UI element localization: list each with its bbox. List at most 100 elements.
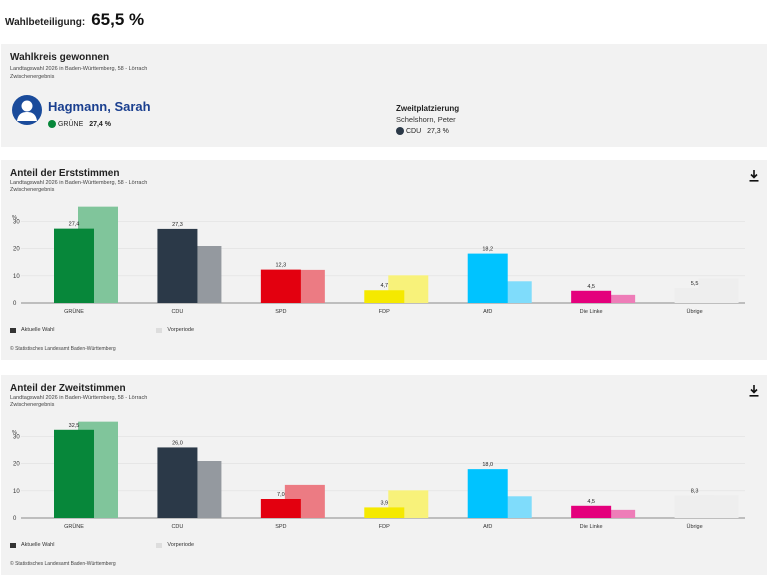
x-tick-label: SPD <box>275 524 286 530</box>
zweitstimmen-panel: Anteil der Zweitstimmen Landtagswahl 202… <box>1 375 767 575</box>
x-tick-label: Übrige <box>686 523 702 530</box>
x-tick-label: AfD <box>483 524 492 530</box>
chart-source: © Statistisches Landesamt Baden-Württemb… <box>10 561 116 567</box>
x-tick-label: FDP <box>379 524 390 530</box>
turnout-value: 65,5 % <box>91 10 145 29</box>
data-label: 8,3 <box>691 488 699 494</box>
bar-current <box>260 269 301 303</box>
erststimmen-panel: Anteil der Erststimmen Landtagswahl 2026… <box>1 160 767 360</box>
bar-current <box>54 429 94 518</box>
data-label: 4,7 <box>380 283 388 289</box>
y-axis-unit: % <box>12 430 17 436</box>
chart-title: Anteil der Erststimmen <box>10 168 120 179</box>
x-tick-label: GRÜNE <box>64 308 84 315</box>
y-tick-label: 10 <box>13 274 20 280</box>
y-tick-label: 30 <box>13 220 20 226</box>
chart-status: Zwischenergebnis <box>10 402 55 408</box>
second-place-party-value: 27,3 % <box>427 127 449 135</box>
winner-panel-status: Zwischenergebnis <box>10 74 55 80</box>
x-tick-label: Die Linke <box>580 524 603 530</box>
y-tick-label: 10 <box>13 489 20 495</box>
bar-current <box>157 228 198 303</box>
y-tick-label: 30 <box>13 435 20 441</box>
x-tick-label: Die Linke <box>580 309 603 315</box>
legend-previous-swatch <box>156 327 163 333</box>
y-tick-label: 20 <box>13 247 20 253</box>
chart-legend: Aktuelle Wahl Vorperiode <box>10 542 296 548</box>
erststimmen-chart: % 0 10 20 30 27,4 GRÜNE 27,3 CDU 12,3 SPD 4,7 FDP 18,… <box>12 206 745 315</box>
turnout: Wahlbeteiligung: 65,5 % <box>5 10 144 30</box>
legend-current: Aktuelle Wahl <box>10 542 54 548</box>
winner-panel: Wahlkreis gewonnen Landtagswahl 2026 in … <box>1 44 767 147</box>
legend-previous-label: Vorperiode <box>167 327 195 333</box>
winner-party-name: GRÜNE <box>57 120 84 128</box>
winner-party: GRÜNE 27,4 % <box>48 120 111 128</box>
data-label: 18,0 <box>482 462 493 468</box>
x-tick-label: CDU <box>171 524 183 530</box>
download-icon[interactable] <box>749 170 759 182</box>
bar-current <box>571 505 612 518</box>
legend-current: Aktuelle Wahl <box>10 327 54 333</box>
bar-current <box>571 290 612 303</box>
data-label: 3,9 <box>380 500 388 506</box>
bar-current <box>364 507 405 518</box>
legend-current-swatch <box>10 327 16 333</box>
second-place-name: Schelshorn, Peter <box>396 115 456 124</box>
legend-current-label: Aktuelle Wahl <box>21 327 55 333</box>
chart-subtitle: Landtagswahl 2026 in Baden-Württemberg, … <box>10 180 148 186</box>
bar-current <box>674 495 715 518</box>
winner-name: Hagmann, Sarah <box>48 99 151 114</box>
user-icon <box>17 100 37 121</box>
x-tick-label: GRÜNE <box>64 523 84 530</box>
data-label: 7,0 <box>277 492 285 498</box>
x-tick-label: FDP <box>379 309 390 315</box>
x-tick-label: CDU <box>171 309 183 315</box>
bar-previous <box>595 509 636 518</box>
y-axis-unit: % <box>12 215 17 221</box>
legend-previous: Vorperiode <box>156 542 194 548</box>
bar-current <box>674 288 715 303</box>
legend-previous-swatch <box>156 542 163 548</box>
data-label: 26,0 <box>172 440 183 446</box>
data-label: 12,3 <box>275 263 286 269</box>
bar-current <box>364 290 405 303</box>
y-tick-label: 0 <box>13 516 17 522</box>
data-label: 27,3 <box>172 222 183 228</box>
winner-party-value: 27,4 % <box>89 120 111 128</box>
data-label: 27,4 <box>69 222 80 228</box>
bar-current <box>54 228 94 303</box>
x-tick-label: AfD <box>483 309 492 315</box>
party-dot-icon <box>48 120 56 128</box>
avatar <box>12 95 42 125</box>
bar-current <box>467 253 508 303</box>
bar-current <box>260 499 301 518</box>
x-tick-label: Übrige <box>686 308 702 315</box>
chart-title: Anteil der Zweitstimmen <box>10 383 126 394</box>
chart-subtitle: Landtagswahl 2026 in Baden-Württemberg, … <box>10 395 148 401</box>
legend-previous: Vorperiode <box>156 327 194 333</box>
bar-current <box>157 447 198 518</box>
y-tick-label: 20 <box>13 462 20 468</box>
x-tick-label: SPD <box>275 309 286 315</box>
bar-previous <box>595 294 636 303</box>
data-label: 4,5 <box>587 284 595 290</box>
data-label: 32,5 <box>69 423 80 429</box>
second-place-party: CDU 27,3 % <box>396 127 449 135</box>
party-dot-icon <box>396 127 404 135</box>
second-place-party-name: CDU <box>405 127 422 135</box>
legend-previous-label: Vorperiode <box>167 542 195 548</box>
chart-legend: Aktuelle Wahl Vorperiode <box>10 327 296 333</box>
legend-current-label: Aktuelle Wahl <box>21 542 55 548</box>
chart-status: Zwischenergebnis <box>10 187 55 193</box>
second-place-label: Zweitplatzierung <box>396 104 460 113</box>
y-tick-label: 0 <box>13 301 17 307</box>
data-label: 4,5 <box>587 499 595 505</box>
data-label: 18,2 <box>482 247 493 253</box>
turnout-label: Wahlbeteiligung: <box>5 17 86 28</box>
winner-panel-subtitle: Landtagswahl 2026 in Baden-Württemberg, … <box>10 66 148 72</box>
data-label: 5,5 <box>691 281 699 287</box>
legend-current-swatch <box>10 542 16 548</box>
download-icon[interactable] <box>749 385 759 397</box>
bar-current <box>467 469 508 518</box>
zweitstimmen-chart: % 0 10 20 30 32,5 GRÜNE 26,0 CDU 7,0 SPD 3,9 FDP 18,0… <box>12 421 745 530</box>
